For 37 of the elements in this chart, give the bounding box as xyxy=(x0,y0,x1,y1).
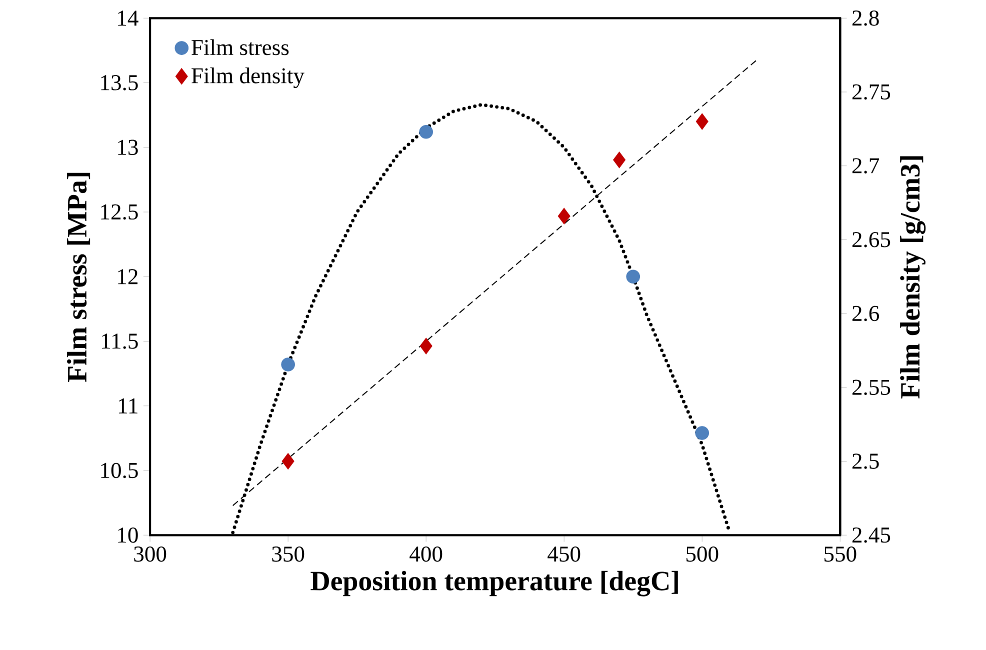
y2-tick-label: 2.5 xyxy=(852,454,879,469)
y-tick-label: 10 xyxy=(118,528,138,543)
y-axis-title: Film stress [MPa] xyxy=(66,172,90,382)
point xyxy=(282,453,294,470)
point xyxy=(696,113,708,130)
y2-tick-label: 2.75 xyxy=(852,84,890,100)
legend-label: Film stress xyxy=(192,39,289,56)
y2-tick-label: 2.6 xyxy=(852,306,880,322)
point xyxy=(558,208,570,224)
y-tick-label: 12 xyxy=(118,269,138,284)
x-tick-label: 450 xyxy=(548,546,580,562)
y2-tick-label: 2.65 xyxy=(852,232,890,248)
y2-tick-label: 2.45 xyxy=(852,527,890,543)
x-tick-label: 400 xyxy=(410,546,442,562)
point xyxy=(419,124,433,139)
y-tick-label: 10.5 xyxy=(101,462,138,478)
point xyxy=(695,426,710,440)
y2-axis-title: Film density [g/cm3] xyxy=(900,156,926,399)
x-axis-title: Deposition temperature [degC] xyxy=(310,570,678,596)
y-tick-label: 12.5 xyxy=(101,204,138,220)
x-tick-label: 500 xyxy=(686,546,718,562)
point xyxy=(281,358,295,372)
x-tick-label: 300 xyxy=(134,546,166,562)
y2-tick-label: 2.55 xyxy=(852,380,890,396)
x-tick-label: 350 xyxy=(272,546,304,562)
point xyxy=(626,270,640,284)
y-tick-label: 11 xyxy=(118,398,138,414)
y-tick-label: 11.5 xyxy=(102,334,138,349)
y2-tick-label: 2.8 xyxy=(852,10,879,26)
y-tick-label: 13.5 xyxy=(101,75,138,90)
y2-tick-label: 2.7 xyxy=(852,158,880,174)
x-tick-label: 550 xyxy=(824,546,856,562)
legend-label: Film density xyxy=(192,68,304,88)
point xyxy=(613,152,626,168)
y-tick-label: 13 xyxy=(118,140,138,155)
point xyxy=(420,338,432,354)
y-tick-label: 14 xyxy=(118,10,138,26)
